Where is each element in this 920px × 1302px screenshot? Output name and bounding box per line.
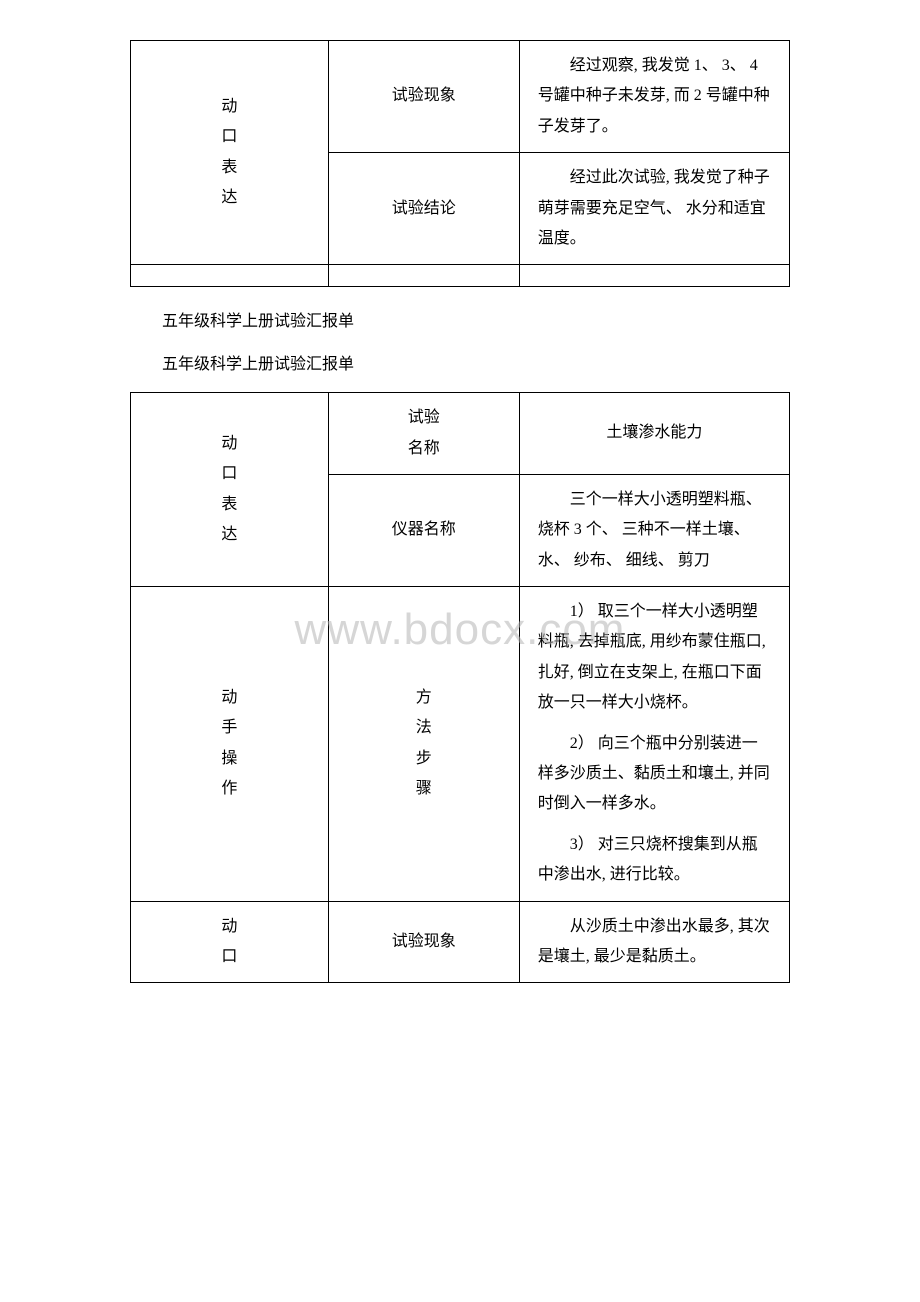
cell-content: 土壤渗水能力 bbox=[519, 393, 789, 475]
cell-content: 1） 取三个一样大小透明塑料瓶, 去掉瓶底, 用纱布蒙住瓶口, 扎好, 倒立在支… bbox=[519, 587, 789, 902]
content-text: 经过此次试验, 我发觉了种子萌芽需要充足空气、 水分和适宜温度。 bbox=[538, 163, 771, 254]
vertical-char: 步 bbox=[347, 744, 501, 774]
subtitle-text: 五年级科学上册试验汇报单 bbox=[130, 350, 790, 380]
subtitle-text: 五年级科学上册试验汇报单 bbox=[130, 307, 790, 337]
vertical-char: 操 bbox=[149, 744, 310, 774]
vertical-char: 达 bbox=[149, 520, 310, 550]
vertical-char: 动 bbox=[149, 429, 310, 459]
vertical-char: 表 bbox=[149, 490, 310, 520]
content-text: 从沙质土中渗出水最多, 其次是壤土, 最少是黏质土。 bbox=[538, 912, 771, 973]
empty-cell bbox=[131, 265, 329, 287]
vertical-char: 试验 bbox=[347, 403, 501, 433]
vertical-char: 作 bbox=[149, 774, 310, 804]
empty-cell bbox=[519, 265, 789, 287]
table-2: 动 口 表 达 试验 名称 土壤渗水能力 仪器名称 三个一样大小透明塑料瓶、 烧… bbox=[130, 392, 790, 983]
vertical-char: 动 bbox=[149, 912, 310, 942]
cell-label: 仪器名称 bbox=[328, 474, 519, 586]
cell-label: 试验现象 bbox=[328, 41, 519, 153]
table-1: 动 口 表 达 试验现象 经过观察, 我发觉 1、 3、 4 号罐中种子未发芽,… bbox=[130, 40, 790, 287]
cell-left-label: 动 口 表 达 bbox=[131, 41, 329, 265]
vertical-char: 方 bbox=[347, 683, 501, 713]
vertical-char: 口 bbox=[149, 459, 310, 489]
step-text: 3） 对三只烧杯搜集到从瓶中渗出水, 进行比较。 bbox=[538, 830, 771, 891]
table-row: 动 手 操 作 方 法 步 骤 1） 取三个一样大小透明塑料瓶, 去掉瓶底, 用… bbox=[131, 587, 790, 902]
vertical-char: 达 bbox=[149, 183, 310, 213]
cell-content: 三个一样大小透明塑料瓶、 烧杯 3 个、 三种不一样土壤、水、 纱布、 细线、 … bbox=[519, 474, 789, 586]
cell-content: 经过观察, 我发觉 1、 3、 4 号罐中种子未发芽, 而 2 号罐中种子发芽了… bbox=[519, 41, 789, 153]
cell-label: 试验现象 bbox=[328, 901, 519, 983]
step-text: 1） 取三个一样大小透明塑料瓶, 去掉瓶底, 用纱布蒙住瓶口, 扎好, 倒立在支… bbox=[538, 597, 771, 719]
cell-left-label: 动 手 操 作 bbox=[131, 587, 329, 902]
table-row: 动 口 表 达 试验现象 经过观察, 我发觉 1、 3、 4 号罐中种子未发芽,… bbox=[131, 41, 790, 153]
table-row: 动 口 表 达 试验 名称 土壤渗水能力 bbox=[131, 393, 790, 475]
cell-left-label: 动 口 bbox=[131, 901, 329, 983]
cell-label: 方 法 步 骤 bbox=[328, 587, 519, 902]
vertical-char: 法 bbox=[347, 713, 501, 743]
vertical-char: 名称 bbox=[347, 434, 501, 464]
empty-cell bbox=[328, 265, 519, 287]
cell-left-label: 动 口 表 达 bbox=[131, 393, 329, 587]
vertical-char: 手 bbox=[149, 713, 310, 743]
cell-label: 试验结论 bbox=[328, 153, 519, 265]
vertical-char: 口 bbox=[149, 942, 310, 972]
vertical-char: 骤 bbox=[347, 774, 501, 804]
cell-content: 从沙质土中渗出水最多, 其次是壤土, 最少是黏质土。 bbox=[519, 901, 789, 983]
vertical-char: 表 bbox=[149, 153, 310, 183]
cell-content: 经过此次试验, 我发觉了种子萌芽需要充足空气、 水分和适宜温度。 bbox=[519, 153, 789, 265]
table-row-empty bbox=[131, 265, 790, 287]
vertical-char: 动 bbox=[149, 683, 310, 713]
step-text: 2） 向三个瓶中分别装进一样多沙质土、黏质土和壤土, 并同时倒入一样多水。 bbox=[538, 729, 771, 820]
vertical-char: 口 bbox=[149, 122, 310, 152]
vertical-char: 动 bbox=[149, 92, 310, 122]
content-text: 经过观察, 我发觉 1、 3、 4 号罐中种子未发芽, 而 2 号罐中种子发芽了… bbox=[538, 51, 771, 142]
cell-label: 试验 名称 bbox=[328, 393, 519, 475]
content-text: 三个一样大小透明塑料瓶、 烧杯 3 个、 三种不一样土壤、水、 纱布、 细线、 … bbox=[538, 485, 771, 576]
table-row: 动 口 试验现象 从沙质土中渗出水最多, 其次是壤土, 最少是黏质土。 bbox=[131, 901, 790, 983]
